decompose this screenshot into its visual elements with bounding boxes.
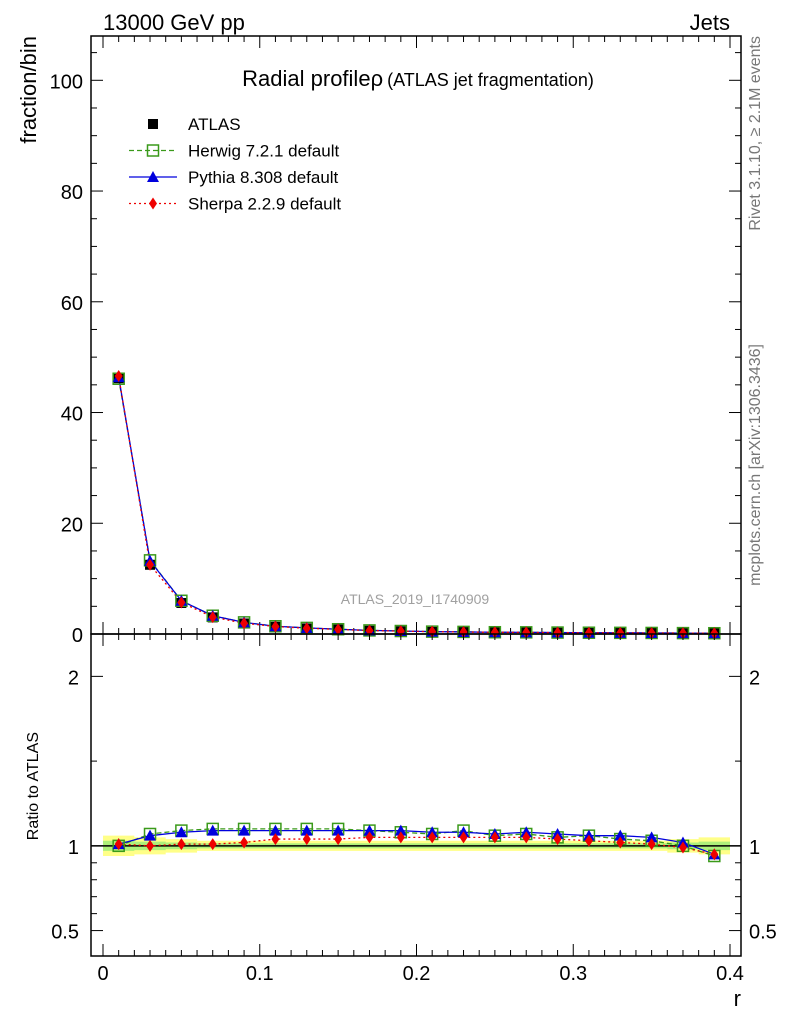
ratio-ytick-label: 2 — [68, 667, 79, 689]
chart-title: Radial profileρ (ATLAS jet fragmentation) — [242, 66, 594, 91]
legend-item-pythia: Pythia 8.308 default — [129, 168, 339, 187]
main-point-sherpa — [647, 627, 656, 640]
ratio-point-sherpa — [271, 833, 280, 846]
ratio-point-sherpa — [490, 831, 499, 844]
ratio-point-sherpa — [240, 836, 249, 849]
legend-item-sherpa: Sherpa 2.2.9 default — [129, 195, 341, 214]
legend-item-atlas: ATLAS — [148, 115, 241, 134]
legend-marker-herwig — [146, 144, 160, 157]
ratio-point-pythia — [175, 826, 188, 838]
main-ytick-label: 100 — [50, 71, 83, 93]
ratio-point-pythia — [238, 824, 251, 836]
main-panel: 0 20 40 60 80 100 — [50, 35, 742, 647]
ratio-point-pythia — [394, 824, 407, 836]
analysis-watermark: ATLAS_2019_I1740909 — [341, 591, 490, 607]
legend-label-sherpa: Sherpa 2.2.9 default — [188, 195, 341, 214]
main-point-sherpa — [177, 596, 186, 609]
main-point-sherpa — [271, 620, 280, 633]
chart-title-symbol: ρ — [371, 66, 384, 91]
main-point-sherpa — [114, 369, 123, 382]
ratio-xtick-label: 0.1 — [246, 963, 274, 985]
main-point-sherpa — [584, 626, 593, 639]
ratio-point-sherpa — [365, 831, 374, 844]
legend-marker-sherpa — [149, 197, 157, 210]
source-label: mcplots.cern.ch [arXiv:1306.3436] — [747, 344, 764, 586]
ratio-ytick-label-right: 2 — [749, 667, 760, 689]
ratio-point-sherpa — [710, 848, 719, 861]
ratio-point-pythia — [614, 829, 627, 841]
main-point-sherpa — [616, 626, 625, 639]
main-point-sherpa — [710, 627, 719, 640]
ratio-point-sherpa — [302, 833, 311, 846]
rivet-label: Rivet 3.1.10, ≥ 2.1M events — [747, 36, 764, 231]
main-point-sherpa — [490, 626, 499, 639]
ratio-point-sherpa — [114, 838, 123, 851]
ratio-point-pythia — [300, 824, 313, 836]
legend-item-herwig: Herwig 7.2.1 default — [129, 142, 339, 161]
main-ytick-label: 60 — [61, 293, 83, 315]
ratio-point-sherpa — [459, 831, 468, 844]
ratio-xtick-label: 0.4 — [716, 963, 744, 985]
legend: ATLAS Herwig 7.2.1 default Pythia 8.308 de… — [129, 115, 341, 214]
ratio-point-sherpa — [428, 831, 437, 844]
ratio-point-sherpa — [334, 833, 343, 846]
main-ytick-label: 20 — [61, 514, 83, 536]
legend-label-pythia: Pythia 8.308 default — [188, 168, 339, 187]
main-point-sherpa — [459, 626, 468, 639]
ratio-point-sherpa — [146, 839, 155, 852]
energy-label: 13000 GeV pp — [103, 10, 245, 35]
ratio-ylabel: Ratio to ATLAS — [25, 732, 42, 840]
main-point-sherpa — [553, 626, 562, 639]
ratio-point-sherpa — [616, 836, 625, 849]
ratio-point-sherpa — [177, 838, 186, 851]
ratio-point-sherpa — [522, 831, 531, 844]
legend-marker-atlas — [148, 119, 158, 129]
main-point-sherpa — [678, 627, 687, 640]
main-point-sherpa — [208, 611, 217, 624]
ratio-ytick-label-right: 1 — [749, 837, 760, 859]
ratio-point-pythia — [332, 824, 345, 836]
ratio-frame — [90, 633, 742, 957]
ratio-xtick-label: 0.2 — [403, 963, 431, 985]
main-ytick-label: 0 — [72, 625, 83, 647]
legend-label-herwig: Herwig 7.2.1 default — [188, 142, 339, 161]
ratio-xlabel: r — [734, 986, 741, 1011]
ratio-point-pythia — [206, 824, 219, 836]
ratio-xtick-label: 0 — [97, 963, 108, 985]
main-point-sherpa — [302, 622, 311, 635]
ratio-ytick-label: 0.5 — [51, 922, 79, 944]
ratio-point-sherpa — [647, 838, 656, 851]
category-label: Jets — [690, 10, 730, 35]
main-ytick-label: 80 — [61, 182, 83, 204]
ratio-point-pythia — [363, 824, 376, 836]
main-point-sherpa — [334, 623, 343, 636]
ratio-point-sherpa — [208, 838, 217, 851]
main-point-sherpa — [522, 626, 531, 639]
ratio-panel: 0 0.1 0.2 0.3 0.40.5 0.51 12 2 — [51, 633, 777, 985]
ratio-point-sherpa — [396, 831, 405, 844]
ratio-point-pythia — [645, 831, 658, 843]
ratio-point-pythia — [144, 829, 157, 841]
ratio-point-sherpa — [584, 834, 593, 847]
ratio-ytick-label-right: 0.5 — [749, 922, 777, 944]
main-ytick-label: 40 — [61, 404, 83, 426]
chart-title-note: (ATLAS jet fragmentation) — [387, 70, 594, 90]
ratio-point-sherpa — [678, 841, 687, 854]
legend-label-atlas: ATLAS — [188, 115, 241, 134]
ratio-point-sherpa — [553, 833, 562, 846]
ratio-point-pythia — [269, 824, 282, 836]
ratio-xtick-label: 0.3 — [559, 963, 587, 985]
main-point-sherpa — [240, 617, 249, 630]
main-point-sherpa — [146, 558, 155, 571]
main-ylabel: fraction/bin — [16, 36, 41, 144]
legend-marker-pythia — [147, 171, 159, 182]
ratio-ytick-label: 1 — [68, 837, 79, 859]
chart-title-main: Radial profile — [242, 66, 370, 91]
